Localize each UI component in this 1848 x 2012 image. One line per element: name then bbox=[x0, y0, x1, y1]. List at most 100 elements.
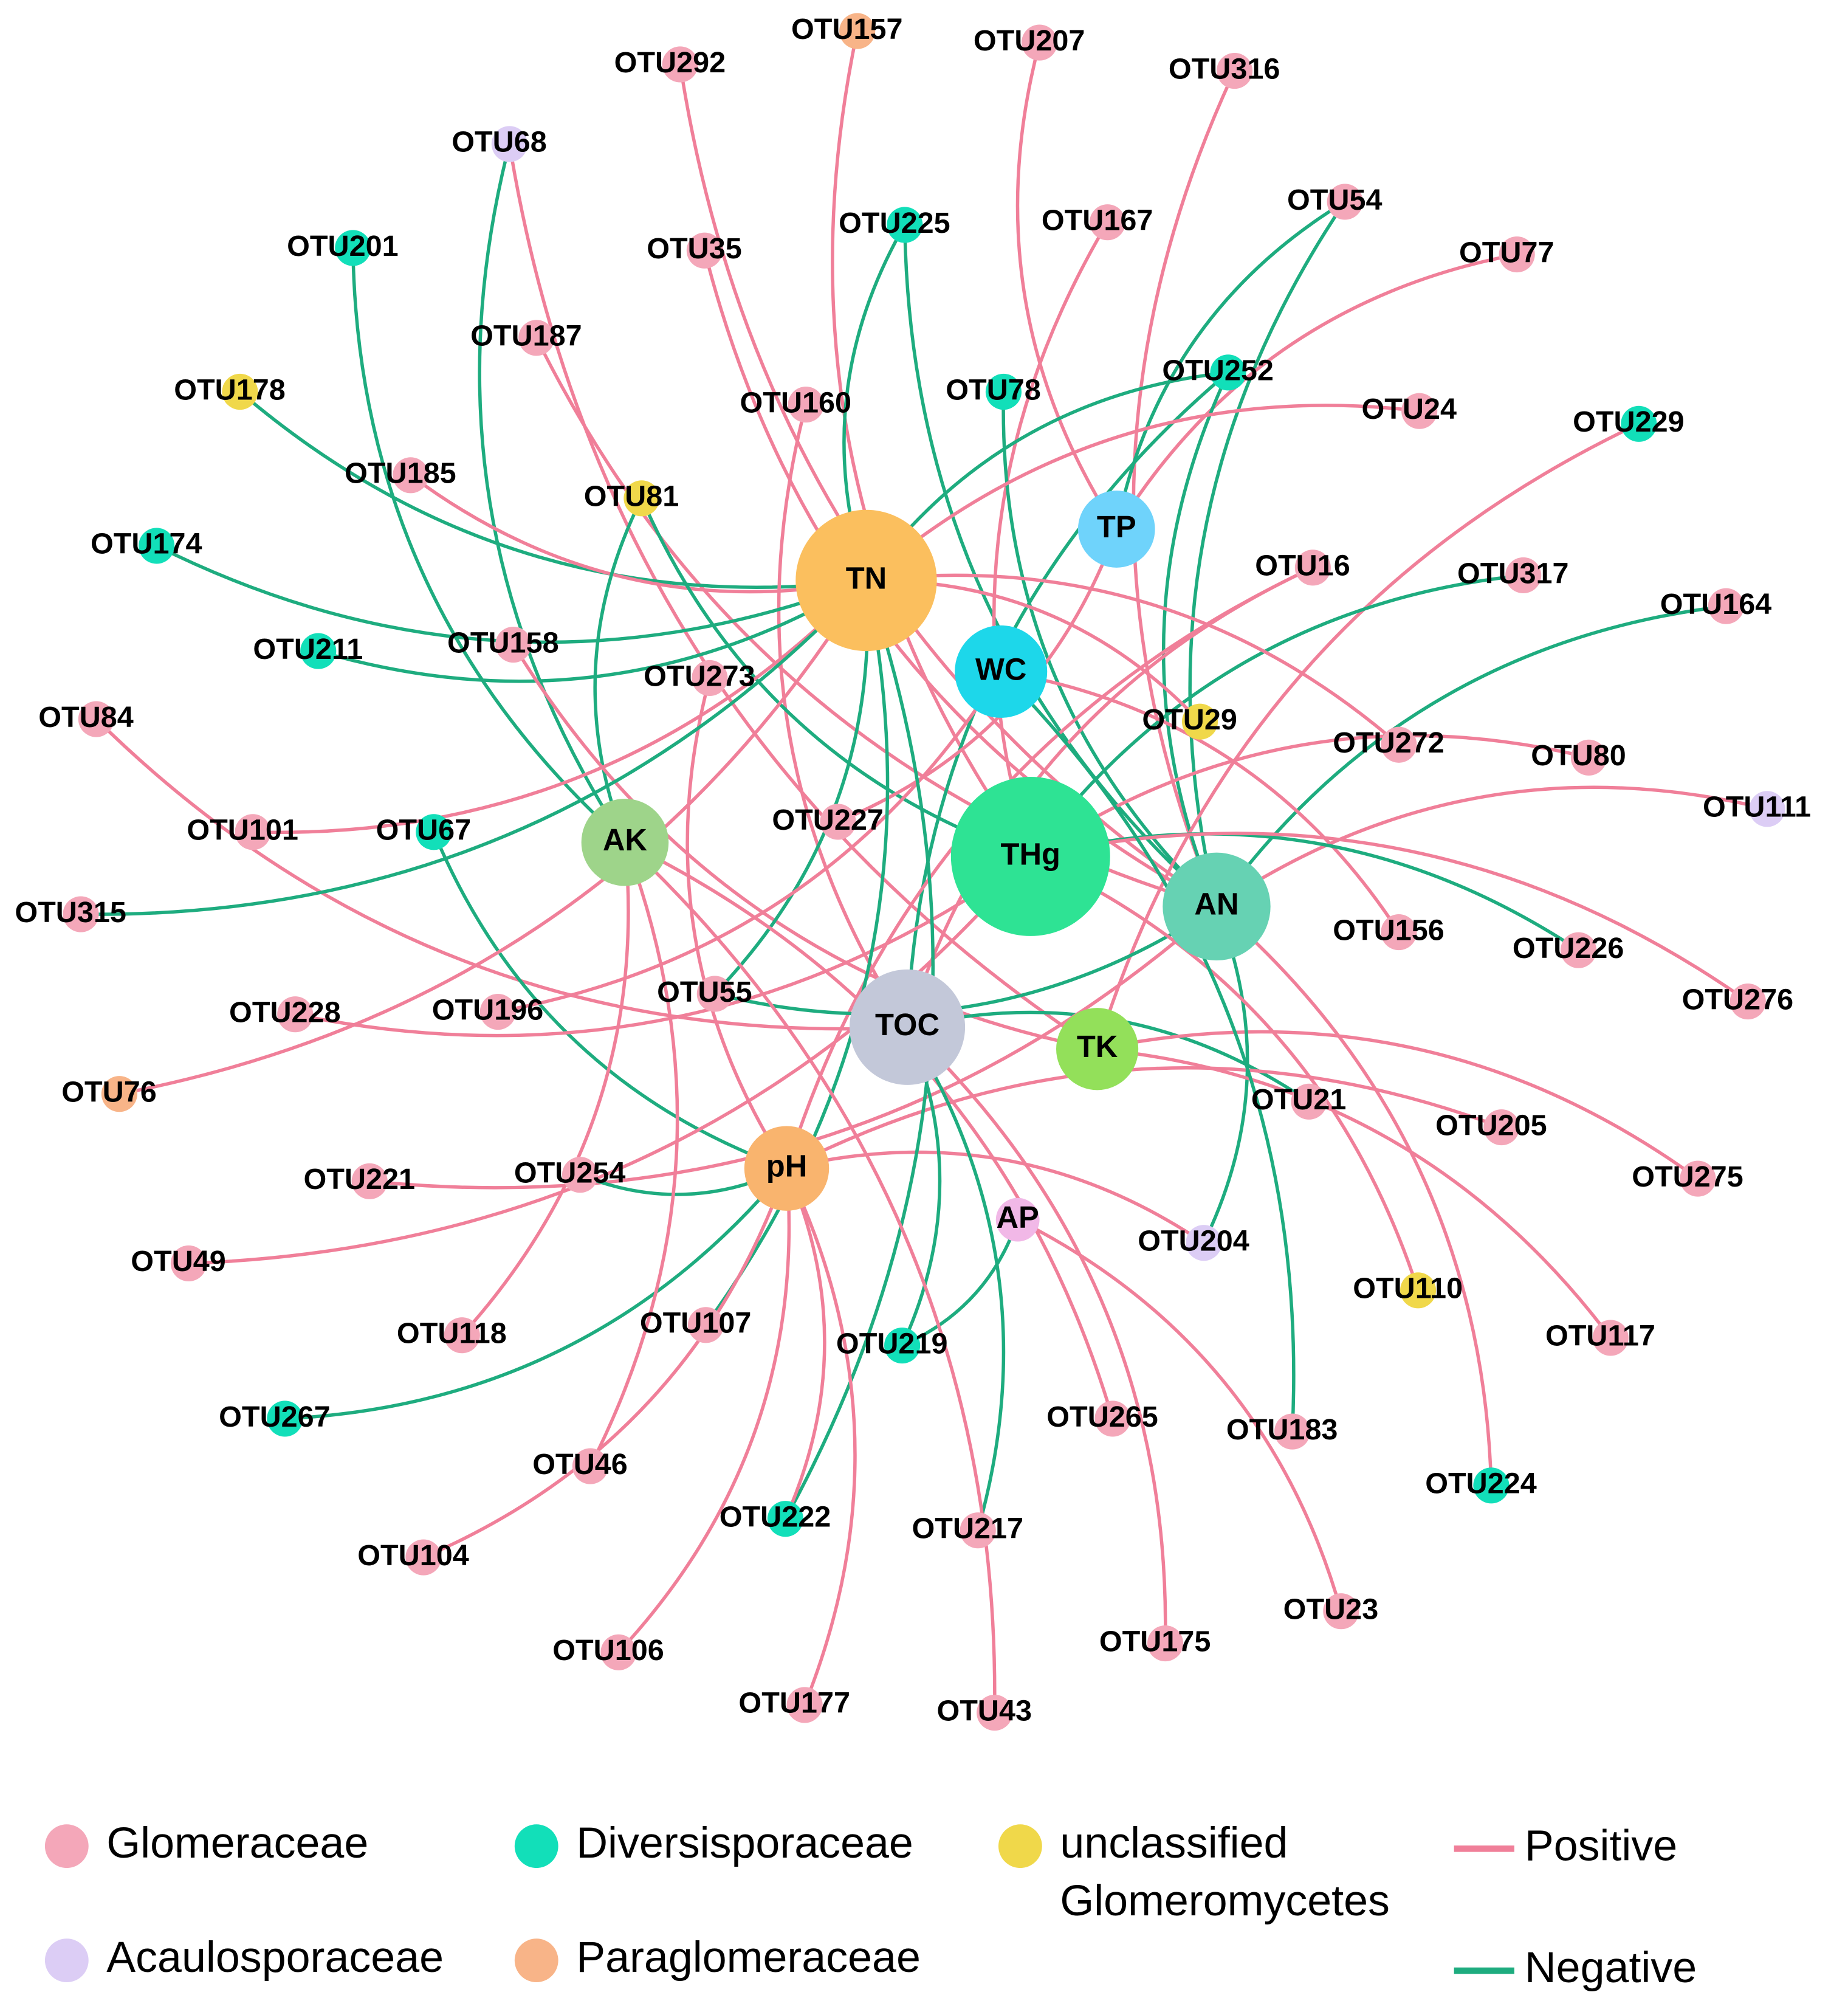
otu-node bbox=[479, 993, 516, 1030]
otu-label: OTU101 bbox=[187, 814, 298, 847]
otu-label: OTU29 bbox=[1142, 703, 1237, 736]
otu-label: OTU221 bbox=[304, 1163, 416, 1196]
edge bbox=[252, 579, 868, 835]
edge bbox=[1097, 1030, 1699, 1180]
otu-node bbox=[101, 1076, 137, 1112]
otu-label: OTU46 bbox=[532, 1448, 628, 1481]
otu-label: OTU275 bbox=[1632, 1160, 1743, 1193]
otu-node bbox=[767, 1501, 803, 1537]
otu-node bbox=[1505, 557, 1542, 594]
otu-label: OTU55 bbox=[657, 976, 752, 1008]
legend: Glomeraceae Diversisporaceae unclassified G… bbox=[44, 1819, 1697, 1992]
otu-label: OTU207 bbox=[974, 24, 1085, 57]
edge bbox=[714, 905, 1218, 1016]
edge bbox=[1000, 670, 1401, 934]
edge bbox=[295, 855, 1032, 1038]
otu-node bbox=[222, 373, 258, 410]
otu-node bbox=[1274, 1413, 1311, 1450]
otu-node bbox=[491, 126, 527, 162]
otu-node bbox=[416, 814, 452, 850]
legend-swatch bbox=[998, 1824, 1042, 1869]
edge bbox=[588, 841, 679, 1467]
otu-node bbox=[687, 1307, 724, 1343]
otu-node bbox=[405, 1539, 442, 1576]
otu-label: OTU225 bbox=[839, 207, 950, 239]
otu-label: OTU21 bbox=[1251, 1083, 1347, 1116]
otu-node bbox=[572, 1448, 608, 1484]
otu-node bbox=[1708, 588, 1744, 624]
otu-node bbox=[1147, 1625, 1184, 1662]
legend-swatch bbox=[44, 1938, 89, 1983]
legend-swatch bbox=[514, 1824, 558, 1869]
otu-label: OTU196 bbox=[432, 993, 544, 1026]
otu-node bbox=[1592, 1320, 1629, 1356]
otu-node bbox=[277, 996, 314, 1033]
otu-label: OTU16 bbox=[1255, 550, 1350, 582]
environment-label: pH bbox=[766, 1149, 808, 1183]
edge bbox=[239, 390, 867, 589]
edge bbox=[284, 1167, 788, 1421]
otu-node bbox=[985, 373, 1022, 410]
otu-node bbox=[1294, 550, 1331, 586]
otu-label: OTU273 bbox=[644, 660, 755, 692]
otu-label: OTU35 bbox=[647, 232, 742, 265]
otu-node bbox=[495, 626, 532, 663]
edge bbox=[119, 579, 868, 1096]
otu-label: OTU80 bbox=[1531, 739, 1626, 772]
edge bbox=[1000, 670, 1296, 1432]
edge bbox=[95, 718, 908, 1031]
otu-label: OTU164 bbox=[1660, 588, 1772, 621]
environment-node bbox=[950, 777, 1110, 936]
edge bbox=[1215, 905, 1493, 1486]
otu-node bbox=[839, 13, 876, 49]
environment-node bbox=[995, 1197, 1040, 1242]
edge bbox=[617, 1168, 791, 1654]
otu-node bbox=[1729, 984, 1766, 1020]
otu-label: OTU205 bbox=[1435, 1109, 1547, 1142]
otu-label: OTU222 bbox=[720, 1500, 831, 1533]
otu-label: OTU118 bbox=[397, 1317, 507, 1350]
edge bbox=[777, 404, 909, 1028]
otu-node bbox=[692, 660, 728, 696]
otu-label: OTU187 bbox=[470, 320, 582, 353]
otu-label: OTU24 bbox=[1361, 393, 1457, 425]
environment-label: AK bbox=[603, 822, 648, 857]
otu-node bbox=[139, 528, 175, 564]
edge bbox=[432, 831, 788, 1170]
edge bbox=[317, 579, 867, 683]
environment-label: TP bbox=[1097, 509, 1136, 544]
otu-node bbox=[820, 804, 856, 840]
otu-node bbox=[977, 1694, 1013, 1731]
otu-label: OTU81 bbox=[584, 480, 679, 513]
otu-node bbox=[884, 1328, 921, 1364]
environment-label: AN bbox=[1194, 887, 1238, 922]
edge bbox=[81, 579, 868, 916]
otu-node bbox=[686, 232, 723, 269]
otu-node bbox=[1570, 739, 1607, 776]
edge bbox=[905, 566, 1314, 1028]
otu-node bbox=[623, 480, 660, 517]
legend-label: Glomeromycetes bbox=[1060, 1876, 1390, 1925]
otu-label: OTU183 bbox=[1226, 1413, 1338, 1446]
nodes: OTU157 OTU292 OTU207 OTU316 OTU68 OTU225 OTU16… bbox=[15, 13, 1811, 1731]
otu-label: OTU117 bbox=[1545, 1320, 1655, 1352]
otu-node bbox=[1560, 932, 1597, 968]
otu-label: OTU254 bbox=[514, 1157, 626, 1190]
otu-node bbox=[1323, 1593, 1359, 1630]
otu-node bbox=[1621, 405, 1657, 442]
otu-node bbox=[1210, 354, 1246, 391]
otu-node bbox=[1499, 236, 1535, 273]
edge bbox=[1095, 422, 1640, 1050]
otu-label: OTU226 bbox=[1513, 932, 1624, 965]
otu-node bbox=[300, 633, 337, 669]
edge bbox=[410, 474, 867, 594]
environment-node bbox=[581, 798, 669, 886]
otu-node bbox=[887, 207, 923, 243]
environment-node bbox=[1056, 1008, 1139, 1090]
otu-node bbox=[1401, 393, 1438, 429]
edge bbox=[901, 1219, 1020, 1348]
environment-node bbox=[850, 969, 966, 1085]
edge bbox=[1161, 371, 1230, 908]
otu-node bbox=[1749, 791, 1785, 827]
